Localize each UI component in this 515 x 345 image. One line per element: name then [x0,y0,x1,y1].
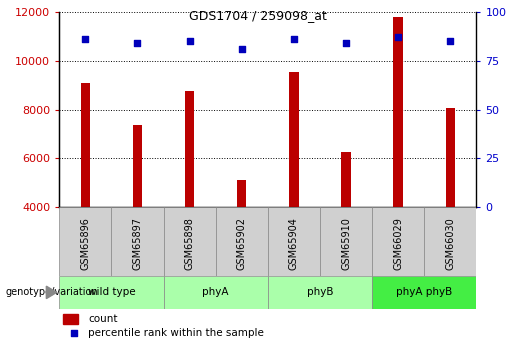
Text: percentile rank within the sample: percentile rank within the sample [89,328,264,338]
Point [342,40,350,46]
Bar [393,17,403,207]
Text: phyB: phyB [307,287,333,297]
Point [133,40,142,46]
Bar [185,91,194,207]
Bar [111,207,163,276]
Text: count: count [89,314,118,324]
Bar [216,207,268,276]
Bar [372,276,476,309]
Point [394,34,402,40]
Bar [372,207,424,276]
Text: GSM65904: GSM65904 [289,217,299,270]
Text: phyA phyB: phyA phyB [396,287,452,297]
Bar [424,207,476,276]
Point [290,37,298,42]
Text: GSM66029: GSM66029 [393,217,403,270]
Text: genotype/variation: genotype/variation [5,287,98,297]
Bar [59,207,111,276]
Bar [289,72,299,207]
Text: GSM65896: GSM65896 [80,217,90,270]
Text: GSM65910: GSM65910 [341,217,351,270]
Text: GSM65898: GSM65898 [184,217,195,270]
Bar [63,314,78,324]
Text: wild type: wild type [88,287,135,297]
Bar [268,207,320,276]
Bar [341,152,351,207]
Text: GDS1704 / 259098_at: GDS1704 / 259098_at [188,9,327,22]
Bar [133,125,142,207]
Text: GSM66030: GSM66030 [445,217,455,270]
Bar [81,83,90,207]
Bar [445,108,455,207]
Text: GSM65902: GSM65902 [237,217,247,270]
Bar [163,276,268,309]
Bar [268,276,372,309]
Point [446,39,454,44]
Bar [320,207,372,276]
Point [185,39,194,44]
Bar [237,180,246,207]
Text: GSM65897: GSM65897 [132,217,143,270]
Bar [163,207,216,276]
Bar [59,276,163,309]
Text: phyA: phyA [202,287,229,297]
Point [70,331,78,336]
Point [237,46,246,52]
Point [81,37,90,42]
